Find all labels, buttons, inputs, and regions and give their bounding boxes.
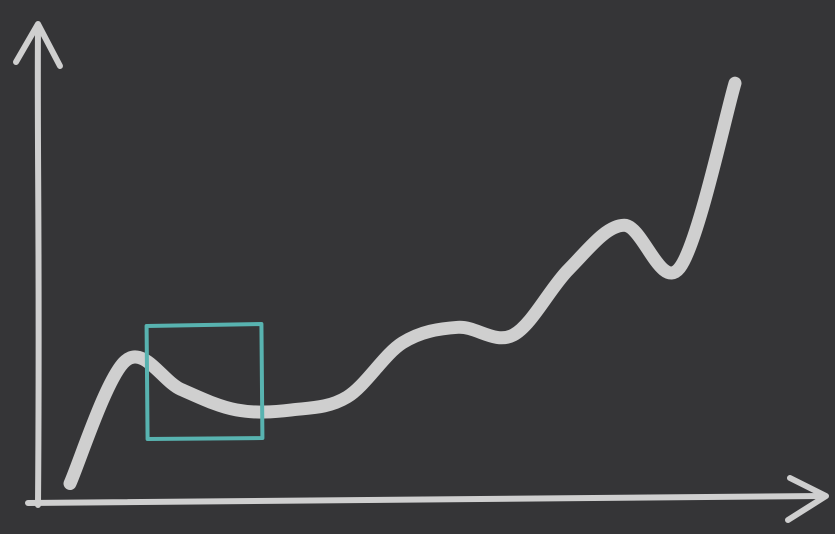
y-axis xyxy=(13,21,63,508)
plot-area xyxy=(63,76,742,490)
y-axis-arrow-icon xyxy=(13,21,63,69)
highlight-box xyxy=(144,322,265,441)
series-point xyxy=(729,77,741,89)
x-axis xyxy=(25,475,829,523)
y-axis-line xyxy=(34,25,42,508)
series-line-shadow xyxy=(63,76,742,490)
series-line xyxy=(66,79,739,488)
x-axis-line xyxy=(25,493,825,506)
x-axis-arrow-icon xyxy=(785,475,829,523)
